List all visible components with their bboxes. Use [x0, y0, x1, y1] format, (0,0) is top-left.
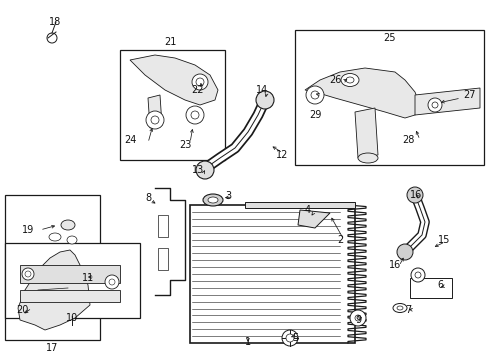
Circle shape [431, 102, 437, 108]
Ellipse shape [392, 303, 406, 312]
Circle shape [305, 86, 324, 104]
Text: 29: 29 [308, 110, 321, 120]
Circle shape [396, 244, 412, 260]
Bar [409, 278, 451, 298]
Circle shape [414, 272, 420, 278]
Text: 5: 5 [291, 333, 298, 343]
Text: 1: 1 [244, 337, 250, 347]
Ellipse shape [203, 194, 223, 206]
Text: 14: 14 [255, 85, 267, 95]
Circle shape [354, 315, 360, 321]
Polygon shape [297, 210, 329, 228]
Text: 20: 20 [16, 305, 28, 315]
Ellipse shape [207, 197, 218, 203]
Text: 11: 11 [81, 273, 94, 283]
Polygon shape [354, 108, 377, 158]
Polygon shape [18, 250, 90, 330]
Polygon shape [414, 88, 479, 115]
Ellipse shape [346, 77, 353, 83]
Circle shape [151, 116, 159, 124]
Text: 16: 16 [409, 190, 421, 200]
Bar [158, 248, 168, 270]
Text: 2: 2 [336, 235, 343, 245]
Circle shape [410, 268, 424, 282]
Circle shape [427, 98, 441, 112]
Text: 23: 23 [179, 140, 191, 150]
Circle shape [47, 33, 57, 43]
Circle shape [105, 275, 119, 289]
Bar [190, 205, 354, 343]
Text: 27: 27 [463, 90, 475, 100]
Text: 3: 3 [224, 191, 231, 201]
Polygon shape [130, 55, 218, 105]
Bar [5, 195, 100, 340]
Ellipse shape [396, 306, 402, 310]
Circle shape [185, 106, 203, 124]
Bar [120, 50, 224, 160]
Ellipse shape [340, 73, 358, 86]
Bar [20, 290, 120, 302]
Polygon shape [148, 95, 162, 128]
Circle shape [196, 161, 214, 179]
Text: 22: 22 [190, 85, 203, 95]
Text: 18: 18 [49, 17, 61, 27]
Text: 15: 15 [437, 235, 449, 245]
Text: 24: 24 [123, 135, 136, 145]
Text: 16: 16 [388, 260, 400, 270]
Bar [158, 215, 168, 237]
Bar [5, 243, 140, 318]
Text: 7: 7 [404, 305, 410, 315]
Text: 8: 8 [144, 193, 151, 203]
Circle shape [146, 111, 163, 129]
Text: 21: 21 [163, 37, 176, 47]
Circle shape [192, 74, 207, 90]
Circle shape [282, 330, 297, 346]
Circle shape [285, 334, 293, 342]
Bar [20, 265, 120, 283]
Bar [244, 202, 354, 208]
Circle shape [406, 187, 422, 203]
Text: 10: 10 [66, 313, 78, 323]
Text: 6: 6 [436, 280, 442, 290]
Circle shape [191, 111, 199, 119]
Text: 12: 12 [275, 150, 287, 160]
Text: 9: 9 [354, 315, 360, 325]
Circle shape [310, 91, 318, 99]
Text: 26: 26 [328, 75, 341, 85]
Circle shape [22, 268, 34, 280]
Circle shape [196, 78, 203, 86]
Text: 4: 4 [305, 205, 310, 215]
Text: 13: 13 [191, 165, 203, 175]
Circle shape [256, 91, 273, 109]
Ellipse shape [61, 220, 75, 230]
Ellipse shape [67, 236, 77, 244]
Polygon shape [305, 68, 419, 118]
Text: 25: 25 [383, 33, 395, 43]
Text: 19: 19 [22, 225, 34, 235]
Bar [294, 30, 483, 165]
Circle shape [25, 271, 31, 277]
Circle shape [349, 310, 365, 326]
Text: 28: 28 [401, 135, 413, 145]
Ellipse shape [357, 153, 377, 163]
Text: 17: 17 [46, 343, 58, 353]
Circle shape [109, 279, 115, 285]
Ellipse shape [49, 233, 61, 241]
